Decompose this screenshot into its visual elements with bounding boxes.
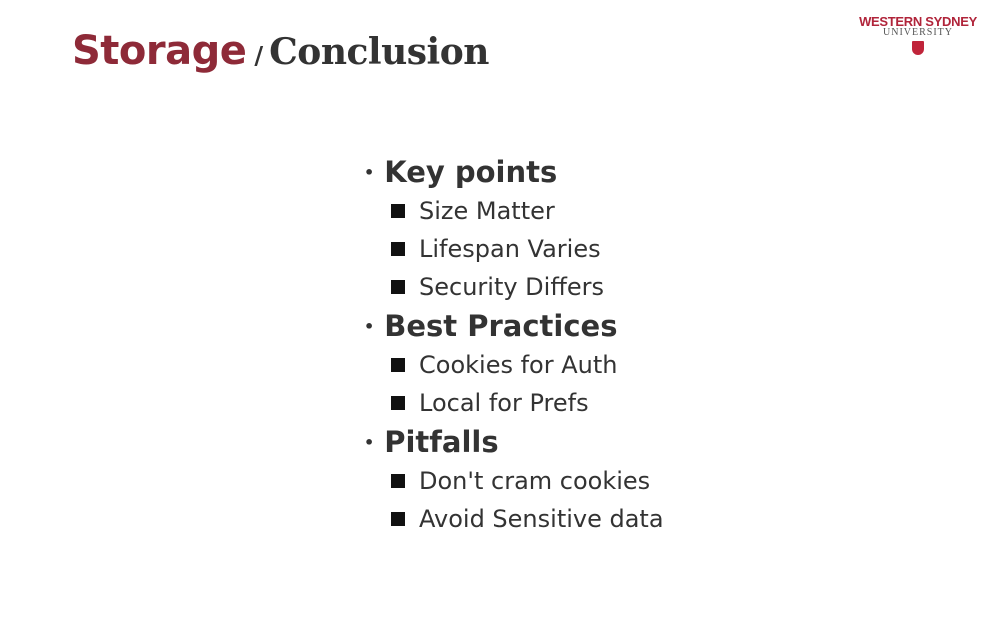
- title-separator: /: [254, 41, 264, 70]
- square-bullet-icon: [391, 204, 405, 218]
- title-sub: Conclusion: [269, 31, 489, 73]
- section-heading: • Key points: [364, 152, 664, 192]
- section-heading-text: Key points: [384, 155, 558, 189]
- square-bullet-icon: [391, 280, 405, 294]
- bullet-dot-icon: •: [364, 432, 375, 452]
- section-heading-text: Pitfalls: [384, 425, 499, 459]
- list-item-text: Cookies for Auth: [419, 351, 618, 379]
- logo-line1: WESTERN SYDNEY: [859, 14, 977, 29]
- list-item: Security Differs: [391, 268, 664, 306]
- list-item-text: Size Matter: [419, 197, 555, 225]
- bullet-list: • Key points Size Matter Lifespan Varies Sec…: [364, 152, 664, 538]
- list-item: Size Matter: [391, 192, 664, 230]
- bullet-dot-icon: •: [364, 162, 375, 182]
- square-bullet-icon: [391, 474, 405, 488]
- list-item-text: Avoid Sensitive data: [419, 505, 664, 533]
- square-bullet-icon: [391, 358, 405, 372]
- list-item: Don't cram cookies: [391, 462, 664, 500]
- university-logo: WESTERN SYDNEY UNIVERSITY: [856, 14, 980, 59]
- square-bullet-icon: [391, 396, 405, 410]
- section-heading: • Best Practices: [364, 306, 664, 346]
- list-item-text: Don't cram cookies: [419, 467, 651, 495]
- list-item: Avoid Sensitive data: [391, 500, 664, 538]
- list-item-text: Local for Prefs: [419, 389, 589, 417]
- slide-title: Storage / Conclusion: [72, 28, 489, 74]
- square-bullet-icon: [391, 242, 405, 256]
- title-main: Storage: [72, 28, 247, 74]
- shield-icon: [912, 41, 924, 55]
- section-heading: • Pitfalls: [364, 422, 664, 462]
- list-item-text: Security Differs: [419, 273, 605, 301]
- list-item: Lifespan Varies: [391, 230, 664, 268]
- list-item: Local for Prefs: [391, 384, 664, 422]
- logo-line2: UNIVERSITY: [883, 27, 953, 38]
- bullet-dot-icon: •: [364, 316, 375, 336]
- square-bullet-icon: [391, 512, 405, 526]
- list-item-text: Lifespan Varies: [419, 235, 601, 263]
- section-heading-text: Best Practices: [384, 309, 618, 343]
- list-item: Cookies for Auth: [391, 346, 664, 384]
